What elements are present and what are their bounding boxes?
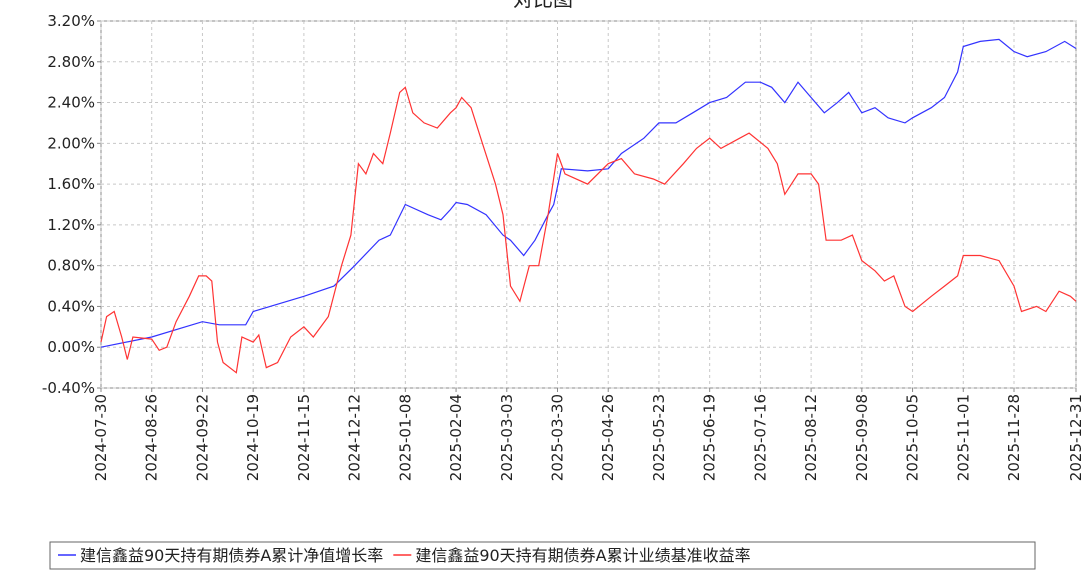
- x-tick-label: 2025-03-30: [549, 394, 567, 481]
- x-tick-label: 2024-07-30: [92, 394, 110, 481]
- x-tick-label: 2025-06-19: [701, 394, 719, 481]
- series-line: [100, 86, 1077, 374]
- x-tick-label: 2025-03-03: [498, 394, 516, 481]
- y-tick-label: 0.80%: [47, 257, 95, 275]
- x-tick-label: 2025-10-05: [904, 394, 922, 481]
- y-tick-label: 1.20%: [47, 216, 95, 234]
- x-tick-label: 2024-08-26: [143, 394, 161, 481]
- y-tick-label: 1.60%: [47, 175, 95, 193]
- x-tick-label: 2024-12-12: [346, 394, 364, 481]
- series-line: [100, 38, 1077, 348]
- x-tick-label: 2025-02-04: [447, 394, 465, 481]
- legend-label: 建信鑫益90天持有期债券A累计业绩基准收益率: [415, 546, 750, 565]
- x-tick-label: 2025-11-28: [1005, 394, 1023, 481]
- y-tick-label: 2.80%: [47, 53, 95, 71]
- x-tick-label: 2024-10-19: [244, 394, 262, 481]
- legend-box: [49, 541, 1036, 570]
- chart-title: 对比图: [513, 0, 573, 11]
- x-tick-label: 2025-05-23: [650, 394, 668, 481]
- x-tick-label: 2025-07-16: [751, 394, 769, 481]
- x-tick-label: 2025-09-08: [853, 394, 871, 481]
- y-tick-label: -0.40%: [42, 379, 95, 397]
- x-tick-label: 2025-08-12: [802, 394, 820, 481]
- x-tick-label: 2024-11-15: [295, 394, 313, 481]
- x-tick-label: 2025-12-31: [1067, 394, 1085, 481]
- legend-label: 建信鑫益90天持有期债券A累计净值增长率: [80, 546, 383, 565]
- x-tick-label: 2025-01-08: [396, 394, 414, 481]
- plot-frame: [100, 20, 1077, 389]
- x-tick-label: 2025-11-01: [954, 394, 972, 481]
- y-tick-label: 0.00%: [47, 338, 95, 356]
- x-tick-label: 2025-04-26: [599, 394, 617, 481]
- y-tick-label: 0.40%: [47, 297, 95, 315]
- y-tick-label: 2.40%: [47, 94, 95, 112]
- x-tick-label: 2024-09-22: [193, 394, 211, 481]
- y-tick-label: 2.00%: [47, 134, 95, 152]
- y-tick-label: 3.20%: [47, 12, 95, 30]
